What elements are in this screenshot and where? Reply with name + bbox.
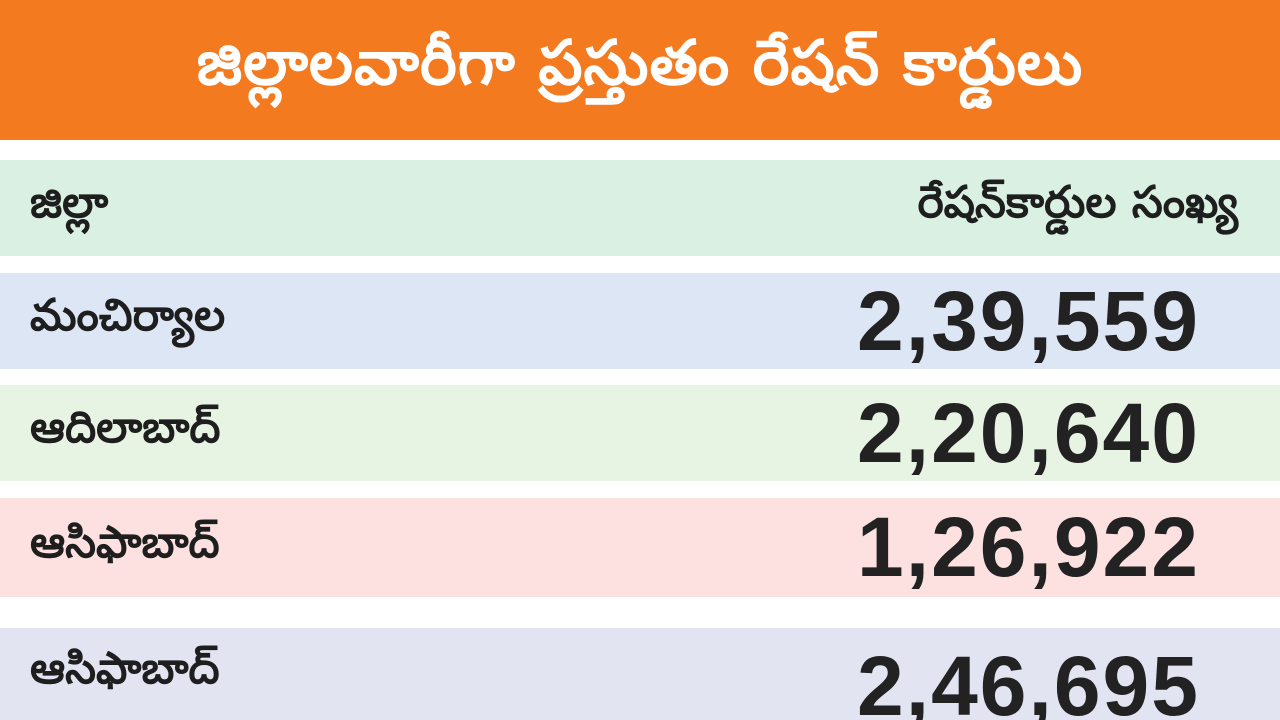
ration-card-count: 2,46,695 (857, 639, 1200, 720)
table-row: ఆదిలాబాద్‌ 2,20,640 (0, 385, 1280, 481)
table-row: మంచిర్యాల 2,39,559 (0, 273, 1280, 369)
column-header-count: రేషన్‌కార్డుల సంఖ్య (917, 177, 1238, 228)
title-banner: జిల్లాలవారీగా ప్రస్తుతం రేషన్‌ కార్డులు (0, 0, 1280, 140)
table-row: ఆసిఫాబాద్‌ 2,46,695 (0, 628, 1280, 720)
column-header-district: జిల్లా (30, 177, 109, 228)
page-title: జిల్లాలవారీగా ప్రస్తుతం రేషన్‌ కార్డులు (196, 26, 1084, 99)
table-row: ఆసిఫాబాద్‌ 1,26,922 (0, 498, 1280, 597)
district-name: ఆసిఫాబాద్‌ (30, 516, 220, 568)
district-name: ఆసిఫాబాద్‌ (30, 643, 220, 694)
ration-card-count: 2,39,559 (857, 273, 1200, 368)
district-name: ఆదిలాబాద్‌ (30, 402, 221, 453)
ration-card-count: 1,26,922 (857, 500, 1200, 594)
table-header-row: జిల్లా రేషన్‌కార్డుల సంఖ్య (0, 160, 1280, 256)
district-name: మంచిర్యాల (30, 290, 226, 341)
ration-card-count: 2,20,640 (857, 385, 1200, 480)
